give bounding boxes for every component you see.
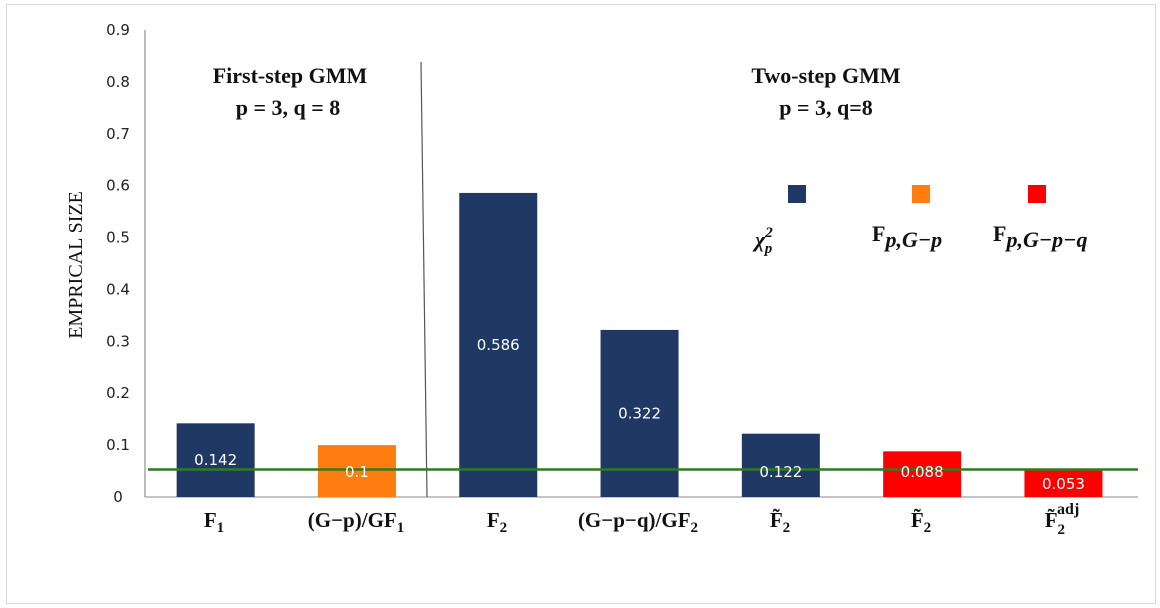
legend: χ2 p Fp,G−p Fp,G−p−q xyxy=(752,185,1088,257)
bar-2 xyxy=(317,445,396,497)
bar-7 xyxy=(1024,469,1103,497)
data-label-3: 0.586 xyxy=(477,336,520,354)
data-label-2: 0.1 xyxy=(345,463,369,481)
chart-frame xyxy=(6,4,1156,604)
legend-swatch-f-p-g-p-q xyxy=(1028,185,1046,203)
bar-6 xyxy=(883,451,962,497)
x-axis-labels: F1 (G−p)/GF1 F2 (G−p−q)/GF2 F̃2 F̃2 F̃2a… xyxy=(204,501,1079,538)
x-label-f1: F1 xyxy=(204,508,224,536)
y-axis: 0 0.1 0.2 0.3 0.4 0.5 0.6 0.7 0.8 0.9 xyxy=(106,21,146,506)
x-label-f2: F2 xyxy=(487,508,507,536)
y-tick-label: 0.6 xyxy=(106,177,130,195)
x-label-f2-tilde: F̃2 xyxy=(770,508,790,536)
bar-5 xyxy=(741,433,820,497)
y-axis-label: EMPRICAL SIZE xyxy=(65,191,87,339)
y-tick-label: 0.4 xyxy=(106,280,130,298)
panel-title-two-step: Two-step GMM p = 3, q=8 xyxy=(751,63,901,120)
data-label-5: 0.122 xyxy=(759,463,802,481)
legend-label-chi2: χ2 p xyxy=(752,225,773,257)
y-tick-label: 0.5 xyxy=(106,229,130,247)
data-label-4: 0.322 xyxy=(618,404,661,422)
panel-divider xyxy=(420,61,428,498)
y-tick-label: 0.1 xyxy=(106,436,130,454)
y-tick-label: 0.3 xyxy=(106,332,130,350)
data-label-6: 0.088 xyxy=(901,463,944,481)
bars xyxy=(176,192,1103,498)
bar-1 xyxy=(176,423,255,497)
panel-title-line2: p = 3, q=8 xyxy=(779,95,873,120)
bar-3 xyxy=(459,192,538,498)
data-label-1: 0.142 xyxy=(194,451,237,469)
panel-title-line1: Two-step GMM xyxy=(751,63,901,88)
x-label-g-p-q-gf2: (G−p−q)/GF2 xyxy=(578,508,698,536)
panel-title-first-step: First-step GMM p = 3, q = 8 xyxy=(213,63,368,120)
panel-title-line2: p = 3, q = 8 xyxy=(236,95,341,120)
y-tick-label: 0 xyxy=(113,488,123,506)
y-tick-label: 0.2 xyxy=(106,384,130,402)
legend-label-f-p-g-p-q: Fp,G−p−q xyxy=(993,221,1088,252)
y-tick-label: 0.8 xyxy=(106,73,130,91)
legend-swatch-chi2 xyxy=(788,185,806,203)
legend-label-f-p-g-p: Fp,G−p xyxy=(872,221,942,252)
x-label-g-p-gf1: (G−p)/GF1 xyxy=(308,508,404,536)
x-label-f2-tilde-b: F̃2 xyxy=(911,508,931,536)
y-tick-label: 0.9 xyxy=(106,21,130,39)
x-label-f2-tilde-adj: F̃2adj xyxy=(1045,501,1080,538)
legend-swatch-f-p-g-p xyxy=(912,185,930,203)
panel-title-line1: First-step GMM xyxy=(213,63,368,88)
data-label-7: 0.053 xyxy=(1042,475,1085,493)
data-labels: 0.142 0.1 0.586 0.322 0.122 0.088 0.053 xyxy=(194,336,1085,493)
y-tick-label: 0.7 xyxy=(106,125,130,143)
